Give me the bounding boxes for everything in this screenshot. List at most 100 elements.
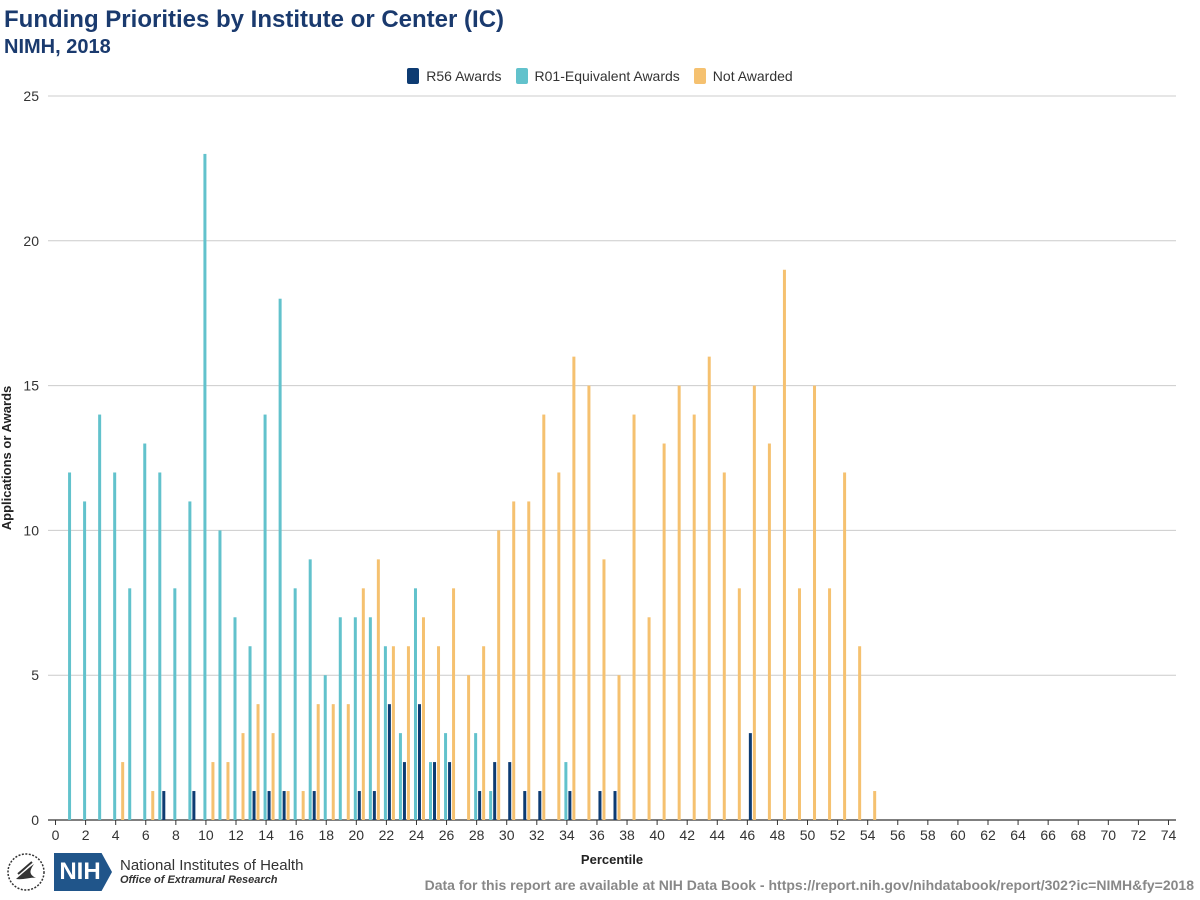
bar-r01-15[interactable] (278, 298, 282, 821)
bar-r01-5[interactable] (128, 588, 132, 820)
bar-r01-6[interactable] (143, 443, 147, 820)
bar-not-awarded-18[interactable] (331, 704, 335, 820)
bar-r01-28[interactable] (474, 733, 478, 820)
bar-not-awarded-24[interactable] (421, 617, 425, 820)
bar-r56-23[interactable] (402, 762, 406, 820)
bar-not-awarded-32[interactable] (542, 414, 546, 820)
legend-item-r01[interactable]: R01-Equivalent Awards (515, 68, 680, 84)
bar-not-awarded-52[interactable] (843, 472, 847, 820)
bar-not-awarded-48[interactable] (782, 269, 786, 820)
bar-r01-22[interactable] (383, 646, 387, 820)
bar-not-awarded-10[interactable] (211, 762, 215, 820)
bar-r01-4[interactable] (113, 472, 117, 820)
bar-r56-31[interactable] (523, 791, 527, 820)
bar-not-awarded-44[interactable] (722, 472, 726, 820)
bar-r01-8[interactable] (173, 588, 177, 820)
bar-not-awarded-21[interactable] (376, 559, 380, 820)
bar-r01-21[interactable] (368, 617, 372, 820)
bar-r56-37[interactable] (613, 791, 617, 820)
bar-not-awarded-42[interactable] (692, 414, 696, 820)
bar-not-awarded-16[interactable] (301, 791, 305, 820)
bar-r01-7[interactable] (158, 472, 162, 820)
bar-not-awarded-13[interactable] (256, 704, 260, 820)
bar-not-awarded-41[interactable] (677, 385, 681, 820)
bar-not-awarded-4[interactable] (121, 762, 125, 820)
bar-not-awarded-35[interactable] (587, 385, 591, 820)
bar-not-awarded-49[interactable] (797, 588, 801, 820)
bar-not-awarded-47[interactable] (767, 443, 771, 820)
bar-not-awarded-43[interactable] (707, 356, 711, 820)
bar-r56-22[interactable] (387, 704, 391, 820)
bar-r01-13[interactable] (248, 646, 252, 820)
bar-not-awarded-54[interactable] (873, 791, 877, 820)
bar-r56-36[interactable] (598, 791, 602, 820)
bar-r01-16[interactable] (293, 588, 297, 820)
bar-r01-25[interactable] (429, 762, 433, 820)
bar-r01-19[interactable] (338, 617, 342, 820)
bar-r56-32[interactable] (538, 791, 542, 820)
bar-not-awarded-50[interactable] (813, 385, 817, 820)
bar-r01-11[interactable] (218, 530, 222, 820)
bar-r56-17[interactable] (312, 791, 316, 820)
bar-not-awarded-39[interactable] (647, 617, 651, 820)
legend-item-r56[interactable]: R56 Awards (407, 68, 502, 84)
bar-r56-14[interactable] (267, 791, 271, 820)
bar-not-awarded-27[interactable] (467, 675, 471, 820)
bar-r01-26[interactable] (444, 733, 448, 820)
bar-r01-3[interactable] (98, 414, 102, 820)
bar-r56-34[interactable] (568, 791, 572, 820)
bar-not-awarded-20[interactable] (361, 588, 365, 820)
bar-not-awarded-34[interactable] (572, 356, 576, 820)
bar-not-awarded-6[interactable] (151, 791, 155, 820)
bar-not-awarded-26[interactable] (452, 588, 456, 820)
bar-r56-13[interactable] (252, 791, 256, 820)
bar-r56-46[interactable] (748, 733, 752, 820)
bar-r56-7[interactable] (162, 791, 166, 820)
bar-not-awarded-19[interactable] (346, 704, 350, 820)
bar-not-awarded-15[interactable] (286, 791, 290, 820)
bar-not-awarded-37[interactable] (617, 675, 621, 820)
bar-r56-21[interactable] (372, 791, 376, 820)
bar-not-awarded-53[interactable] (858, 646, 862, 820)
bar-not-awarded-14[interactable] (271, 733, 275, 820)
bar-not-awarded-29[interactable] (497, 530, 501, 820)
bar-r56-25[interactable] (433, 762, 437, 820)
bar-not-awarded-46[interactable] (752, 385, 756, 820)
bar-not-awarded-51[interactable] (828, 588, 832, 820)
bar-not-awarded-36[interactable] (602, 559, 606, 820)
bar-not-awarded-12[interactable] (241, 733, 245, 820)
bar-r01-24[interactable] (413, 588, 417, 820)
bar-r56-20[interactable] (357, 791, 361, 820)
bar-r01-10[interactable] (203, 153, 207, 821)
bar-not-awarded-11[interactable] (226, 762, 230, 820)
bar-r01-14[interactable] (263, 414, 267, 820)
bar-not-awarded-22[interactable] (391, 646, 395, 820)
bar-not-awarded-28[interactable] (482, 646, 486, 820)
bar-r01-17[interactable] (308, 559, 312, 820)
bar-not-awarded-23[interactable] (406, 646, 410, 820)
bar-r56-29[interactable] (493, 762, 497, 820)
bar-r01-34[interactable] (564, 762, 568, 820)
bar-r01-29[interactable] (489, 791, 493, 820)
bar-r56-9[interactable] (192, 791, 196, 820)
bar-not-awarded-25[interactable] (437, 646, 441, 820)
bar-not-awarded-38[interactable] (632, 414, 636, 820)
bar-r01-12[interactable] (233, 617, 237, 820)
bar-r01-2[interactable] (83, 501, 87, 820)
bar-r56-24[interactable] (417, 704, 421, 820)
bar-r56-28[interactable] (478, 791, 482, 820)
legend-item-not-awarded[interactable]: Not Awarded (693, 68, 793, 84)
bar-not-awarded-31[interactable] (527, 501, 531, 820)
bar-r01-20[interactable] (353, 617, 357, 820)
bar-r01-23[interactable] (398, 733, 402, 820)
bar-r56-30[interactable] (508, 762, 512, 820)
bar-r01-1[interactable] (68, 472, 72, 820)
bar-not-awarded-33[interactable] (557, 472, 561, 820)
bar-r01-18[interactable] (323, 675, 327, 820)
bar-not-awarded-45[interactable] (737, 588, 741, 820)
bar-not-awarded-17[interactable] (316, 704, 320, 820)
bar-r56-26[interactable] (448, 762, 452, 820)
bar-not-awarded-40[interactable] (662, 443, 666, 820)
bar-r01-9[interactable] (188, 501, 192, 820)
bar-r56-15[interactable] (282, 791, 286, 820)
